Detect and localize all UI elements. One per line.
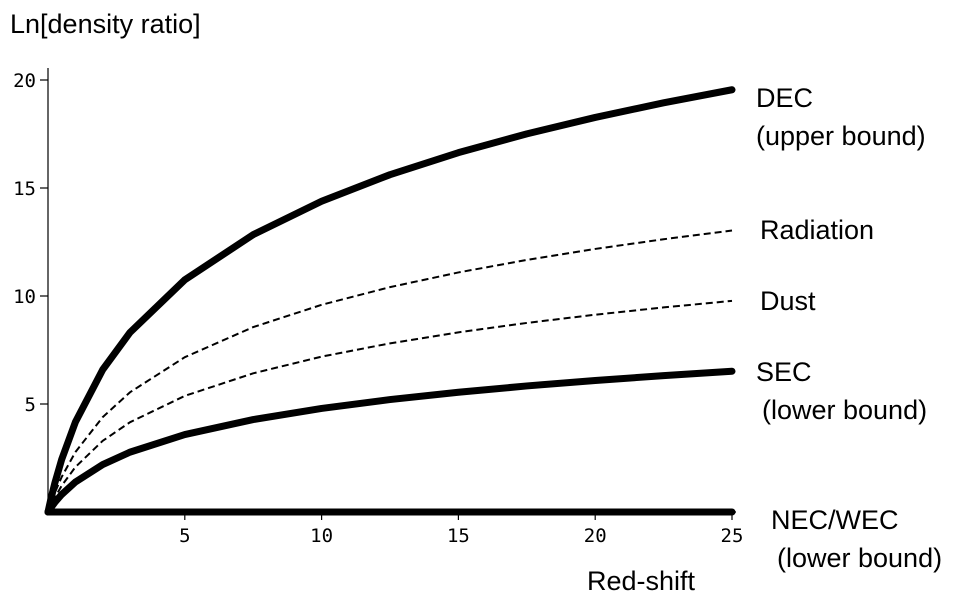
series-label-dust: Dust [760, 286, 816, 316]
series-line-radiation [47, 229, 733, 513]
series-sublabel-sec: (lower bound) [762, 395, 927, 425]
x-tick-label: 5 [179, 525, 190, 547]
series-label-nec: NEC/WEC [771, 505, 899, 535]
y-tick-label: 10 [13, 286, 36, 308]
series-sublabel-dec: (upper bound) [756, 121, 926, 151]
series-lines [44, 86, 736, 516]
x-tick-label: 25 [721, 525, 744, 547]
series-line-dust [47, 299, 733, 513]
x-tick-label: 15 [447, 525, 470, 547]
x-tick-label: 10 [310, 525, 333, 547]
series-line-sec [44, 367, 736, 516]
y-axis-title: Ln[density ratio] [10, 9, 201, 39]
series-label-dec: DEC [756, 83, 813, 113]
y-tick-label: 15 [13, 178, 36, 200]
x-tick-label: 20 [584, 525, 607, 547]
y-tick-label: 20 [13, 70, 36, 92]
series-labels: DEC (upper bound) Radiation Dust SEC (lower b… [756, 83, 942, 573]
series-sublabel-nec: (lower bound) [777, 543, 942, 573]
series-label-sec: SEC [756, 357, 812, 387]
x-axis-title: Red-shift [587, 566, 696, 596]
series-line-dec [44, 86, 736, 516]
ticks: 5 10 15 20 25 5 10 15 20 [13, 70, 743, 547]
series-label-radiation: Radiation [760, 215, 874, 245]
y-tick-label: 5 [25, 394, 36, 416]
